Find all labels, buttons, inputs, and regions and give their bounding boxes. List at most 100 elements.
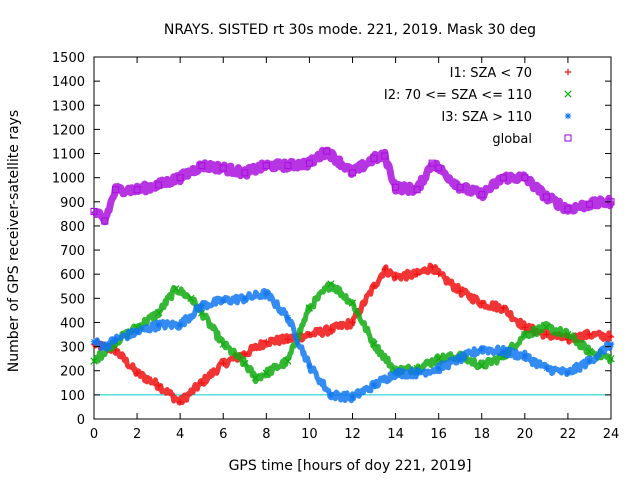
data-point xyxy=(323,147,331,155)
data-point xyxy=(478,345,485,353)
data-point xyxy=(585,200,594,208)
series-3 xyxy=(90,288,615,404)
data-point xyxy=(428,159,436,167)
data-point xyxy=(262,162,270,170)
data-point xyxy=(284,357,292,365)
data-point xyxy=(543,331,550,338)
data-point xyxy=(263,338,270,345)
x-tick-label: 20 xyxy=(517,427,534,442)
data-point xyxy=(478,191,486,199)
x-tick-label: 16 xyxy=(430,427,447,442)
data-point xyxy=(435,164,443,172)
y-tick-label: 1400 xyxy=(52,75,85,90)
y-tick-label: 900 xyxy=(60,196,85,211)
data-point xyxy=(456,183,464,191)
y-tick-label: 800 xyxy=(60,220,85,235)
data-point xyxy=(241,359,249,368)
y-tick-label: 0 xyxy=(77,413,85,428)
data-point xyxy=(284,314,292,321)
y-tick-label: 600 xyxy=(60,268,85,283)
x-tick-label: 14 xyxy=(387,427,404,442)
data-point xyxy=(90,357,98,365)
data-point xyxy=(564,369,572,377)
data-point xyxy=(111,186,120,194)
y-tick-label: 100 xyxy=(60,389,85,404)
data-point xyxy=(101,343,108,350)
data-point xyxy=(305,159,313,167)
data-point xyxy=(306,331,313,338)
data-point xyxy=(263,290,270,297)
data-point xyxy=(305,304,314,312)
data-point xyxy=(607,333,615,341)
data-point xyxy=(392,273,399,280)
x-tick-label: 10 xyxy=(301,427,318,442)
data-point xyxy=(435,271,442,278)
data-point xyxy=(348,169,357,177)
legend: I1: SZA < 70 I2: 70 <= SZA <= 110 I3: SZA … xyxy=(384,66,572,147)
data-point xyxy=(586,331,593,338)
data-point xyxy=(133,186,141,194)
data-point xyxy=(586,357,593,365)
legend-marker xyxy=(564,134,572,142)
data-point xyxy=(413,271,421,278)
data-point xyxy=(585,347,594,356)
data-point xyxy=(381,266,389,273)
data-point xyxy=(112,336,119,343)
data-point xyxy=(219,164,227,172)
x-axis-label: GPS time [hours of doy 221, 2019] xyxy=(229,458,472,474)
data-point xyxy=(176,174,184,182)
data-series xyxy=(90,146,615,406)
data-point xyxy=(241,350,248,358)
data-point xyxy=(155,321,162,329)
data-point xyxy=(241,295,248,302)
data-point xyxy=(349,394,356,401)
data-point xyxy=(155,382,162,389)
data-point xyxy=(198,162,206,170)
data-point xyxy=(457,287,464,295)
data-point xyxy=(543,365,550,372)
data-point xyxy=(500,348,507,355)
data-point xyxy=(241,169,249,177)
x-tick-label: 0 xyxy=(90,427,98,442)
x-tick-label: 18 xyxy=(473,427,490,442)
series-band xyxy=(91,281,614,385)
data-point xyxy=(155,181,163,189)
data-point xyxy=(564,205,572,213)
data-point xyxy=(370,340,378,348)
series-4 xyxy=(90,146,615,226)
y-tick-label: 500 xyxy=(60,292,85,307)
data-point xyxy=(392,183,400,191)
x-tick-label: 12 xyxy=(344,427,361,442)
data-point xyxy=(176,321,184,329)
y-tick-label: 1200 xyxy=(52,123,85,138)
legend-marker xyxy=(564,112,572,120)
y-tick-label: 1100 xyxy=(52,148,85,163)
data-point xyxy=(478,362,486,370)
data-point xyxy=(219,340,227,348)
data-point xyxy=(284,336,292,343)
legend-label: I1: SZA < 70 xyxy=(450,66,532,81)
data-point xyxy=(172,285,180,293)
x-tick-label: 8 xyxy=(262,427,270,442)
x-tick-label: 4 xyxy=(176,427,184,442)
data-point xyxy=(413,369,421,377)
data-point xyxy=(370,382,378,389)
data-point xyxy=(607,355,615,363)
data-point xyxy=(327,280,335,288)
data-point xyxy=(381,152,389,160)
data-point xyxy=(542,323,550,331)
data-point xyxy=(327,391,335,399)
data-point xyxy=(90,338,98,345)
data-point xyxy=(500,304,507,312)
data-point xyxy=(521,353,529,360)
y-tick-label: 1500 xyxy=(52,51,85,66)
data-point xyxy=(155,309,163,317)
data-point xyxy=(220,360,227,367)
data-point xyxy=(349,319,356,326)
x-tick-label: 6 xyxy=(219,427,227,442)
data-point xyxy=(133,369,141,377)
data-point xyxy=(521,174,529,182)
y-tick-label: 300 xyxy=(60,341,85,356)
data-point xyxy=(133,328,141,336)
